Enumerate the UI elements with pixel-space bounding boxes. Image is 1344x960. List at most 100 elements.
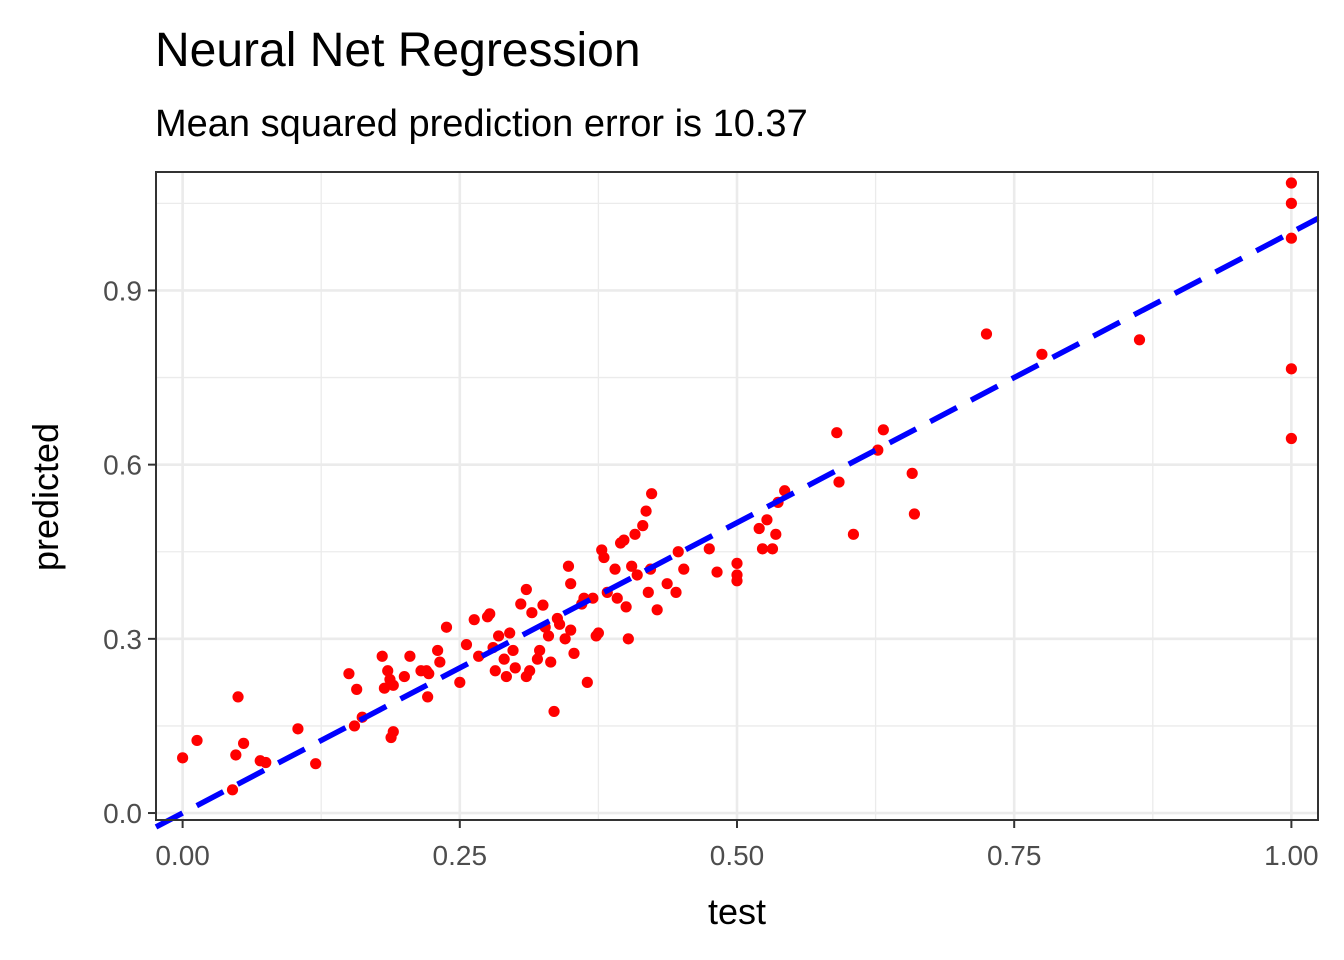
data-point — [376, 650, 388, 662]
data-point — [226, 784, 239, 796]
data-point — [559, 633, 571, 645]
data-point — [611, 592, 623, 604]
data-point — [191, 734, 203, 747]
x-axis-title: test — [708, 891, 766, 932]
data-point — [387, 679, 399, 691]
x-tick-label: 0.75 — [987, 840, 1042, 871]
data-point — [553, 618, 566, 630]
data-point — [609, 563, 621, 575]
data-point — [454, 676, 466, 688]
data-point — [515, 598, 527, 610]
x-tick-label: 0.50 — [710, 840, 765, 871]
data-point — [382, 665, 394, 677]
chart-subtitle: Mean squared prediction error is 10.37 — [155, 103, 808, 145]
data-point — [348, 720, 361, 732]
data-point — [378, 682, 391, 694]
data-point — [177, 752, 189, 764]
y-tick-label: 0.0 — [103, 798, 142, 829]
data-point — [631, 569, 643, 581]
data-point — [310, 758, 322, 770]
data-point — [565, 624, 577, 636]
data-point — [520, 583, 532, 596]
data-point — [489, 665, 501, 677]
x-axis: 0.00 0.25 0.50 0.75 1.00 — [155, 820, 1319, 871]
data-point — [833, 476, 845, 488]
data-point — [568, 647, 580, 659]
data-point — [1285, 232, 1297, 244]
data-point — [500, 670, 512, 683]
x-tick-label: 1.00 — [1264, 840, 1319, 871]
data-point — [766, 543, 779, 555]
data-point — [432, 644, 444, 657]
major-gridlines — [156, 172, 1318, 820]
y-tick-label: 0.9 — [103, 275, 142, 306]
data-point — [592, 627, 605, 639]
data-point — [440, 621, 453, 633]
data-point — [581, 676, 593, 688]
data-point — [731, 557, 743, 569]
data-point — [661, 578, 673, 590]
data-point — [524, 665, 536, 677]
y-tick-label: 0.3 — [103, 624, 142, 655]
data-point — [562, 560, 575, 572]
data-point — [460, 639, 473, 651]
data-point — [531, 653, 544, 665]
data-point — [404, 650, 416, 662]
data-point — [646, 488, 658, 500]
data-point — [537, 599, 549, 611]
data-point — [672, 546, 684, 558]
data-point — [434, 656, 446, 668]
data-point — [422, 691, 434, 703]
data-point — [343, 668, 355, 680]
data-point — [637, 520, 649, 532]
data-point — [670, 586, 682, 598]
data-point — [980, 328, 993, 340]
reference-line-group — [154, 216, 1320, 830]
reference-line — [154, 216, 1320, 830]
data-point — [626, 560, 638, 572]
data-point — [423, 668, 435, 680]
data-point — [545, 656, 557, 668]
data-point — [906, 467, 918, 479]
data-point — [526, 607, 538, 619]
data-point — [232, 691, 244, 703]
data-point — [640, 505, 652, 517]
data-point — [756, 543, 769, 555]
data-point — [398, 670, 410, 683]
y-axis: 0.0 0.3 0.6 0.9 — [103, 275, 156, 829]
data-point — [703, 543, 715, 555]
data-point — [1285, 363, 1297, 375]
data-point — [770, 528, 782, 540]
data-point — [622, 633, 634, 645]
data-point — [711, 566, 723, 578]
data-point — [1285, 432, 1297, 445]
data-point — [230, 749, 242, 761]
data-point — [618, 534, 630, 546]
data-point — [493, 630, 505, 642]
data-point — [1285, 197, 1297, 209]
data-point — [877, 424, 889, 436]
data-point — [753, 522, 765, 535]
data-point — [387, 726, 399, 738]
data-point — [1285, 177, 1297, 189]
data-point — [548, 705, 560, 718]
data-point — [498, 653, 510, 665]
data-point — [831, 427, 843, 439]
x-tick-label: 0.25 — [433, 840, 488, 871]
x-tick-label: 0.00 — [155, 840, 210, 871]
data-point — [542, 630, 555, 642]
y-axis-title: predicted — [25, 423, 66, 571]
data-point — [1133, 334, 1146, 346]
data-point — [237, 737, 250, 749]
data-point — [598, 551, 610, 564]
data-point — [468, 614, 480, 626]
data-point — [504, 627, 516, 639]
data-point — [642, 586, 654, 598]
data-point — [847, 528, 860, 540]
data-point — [908, 508, 921, 520]
data-point — [509, 662, 521, 674]
data-point — [260, 756, 272, 769]
data-point — [292, 723, 304, 735]
data-point — [761, 514, 773, 526]
